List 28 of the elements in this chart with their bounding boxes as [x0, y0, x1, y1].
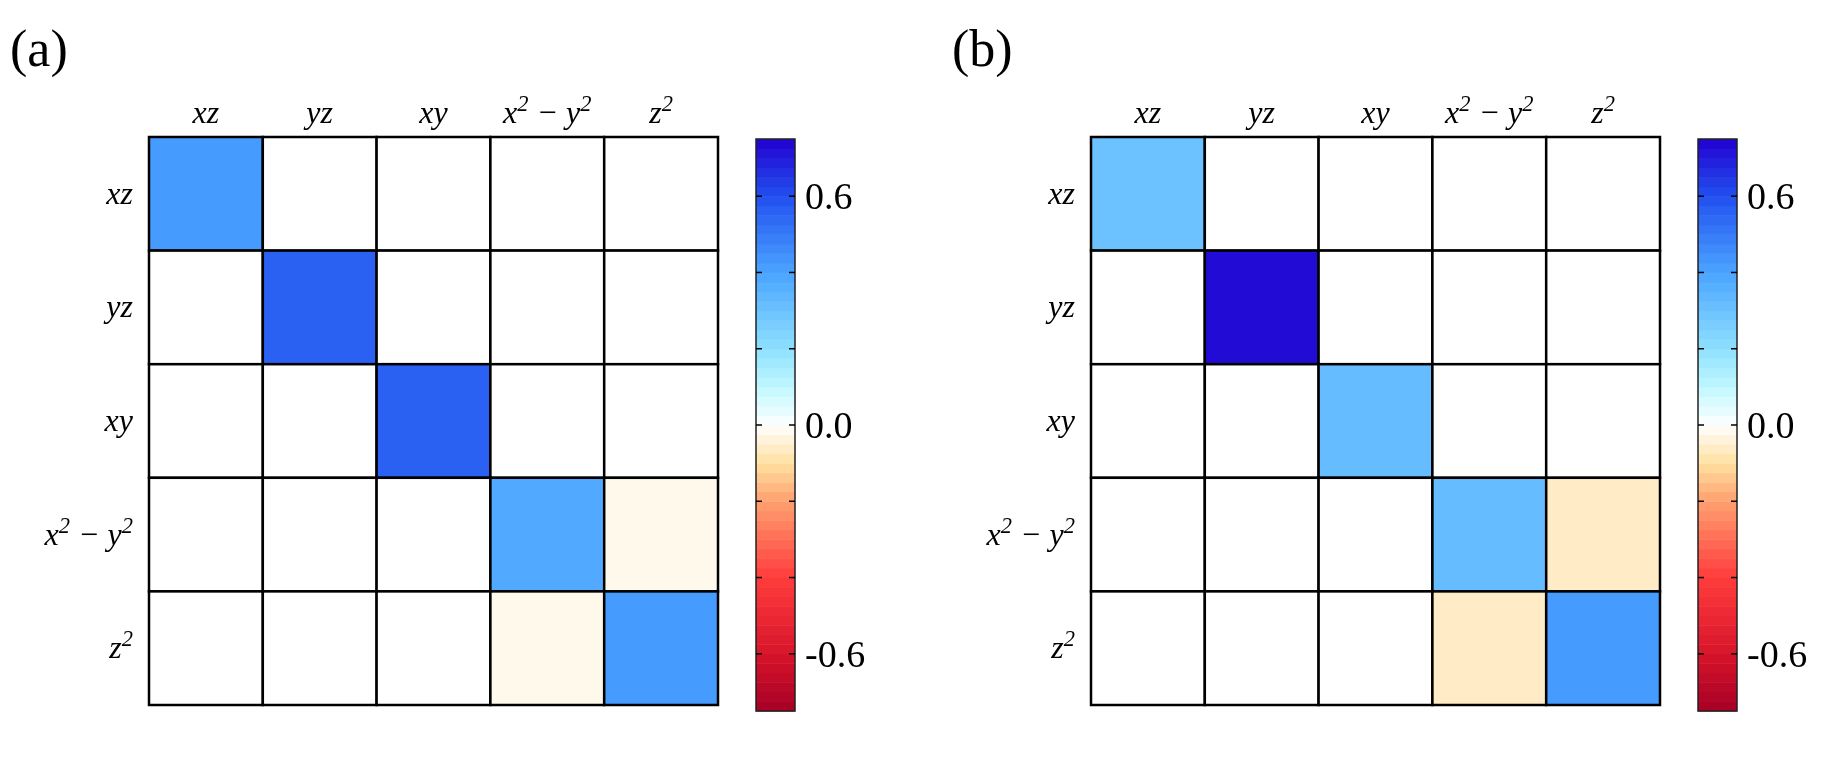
- y-tick-label: x$^{2}$ − y$^{2}$: [985, 512, 1075, 552]
- x-tick-label: x$^{2}$ − y$^{2}$: [502, 90, 592, 130]
- chart-title: (a): [10, 20, 68, 78]
- color-bar-label: -0.6: [1747, 632, 1808, 675]
- x-tick-label: yz: [1245, 94, 1276, 130]
- color-bar-label: 0.6: [805, 175, 853, 218]
- x-tick-label: xz: [1133, 94, 1162, 130]
- y-tick-label: x$^{2}$ − y$^{2}$: [43, 512, 133, 552]
- x-tick-label: yz: [303, 94, 334, 130]
- x-tick-label: xy: [418, 94, 449, 130]
- y-tick-label: z$^{2}$: [108, 625, 133, 666]
- y-tick-label: xy: [1045, 402, 1076, 438]
- color-bar-label: 0.0: [1747, 404, 1795, 446]
- chart-title: (b): [952, 20, 1013, 78]
- y-tick-label: xz: [105, 174, 134, 211]
- x-tick-label: x$^{2}$ − y$^{2}$: [1444, 90, 1534, 130]
- x-tick-label: xy: [1360, 94, 1391, 130]
- y-tick-label: yz: [1045, 288, 1076, 325]
- color-bar-label: -0.6: [805, 632, 866, 675]
- x-tick-label: xz: [191, 94, 220, 130]
- x-tick-label: z$^{2}$: [1590, 90, 1615, 130]
- x-tick-label: z$^{2}$: [648, 90, 673, 130]
- color-bar-label: 0.6: [1747, 175, 1795, 218]
- color-bar-label: 0.0: [805, 404, 853, 446]
- y-tick-label: xy: [103, 402, 134, 438]
- y-tick-label: z$^{2}$: [1050, 625, 1075, 666]
- y-tick-label: yz: [103, 288, 134, 325]
- y-tick-label: xz: [1047, 174, 1076, 211]
